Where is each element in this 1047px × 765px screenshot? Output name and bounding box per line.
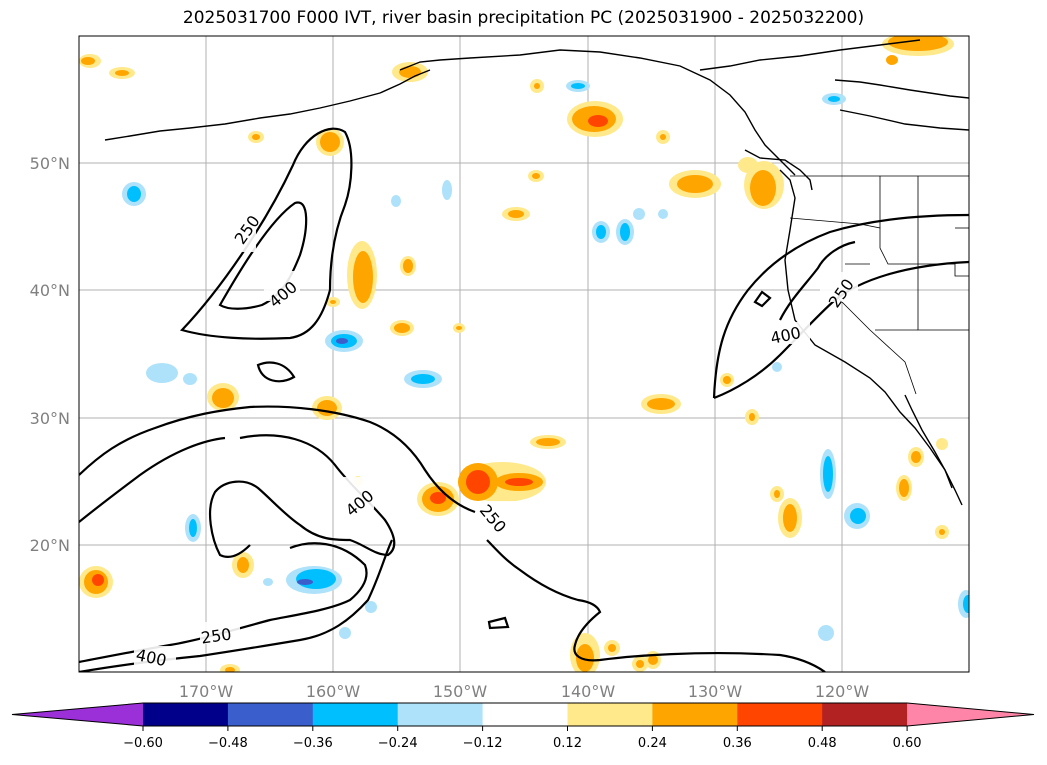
colorbar: −0.60 −0.48 −0.36 −0.24 −0.12 0.12 0.24 0.36 0.4…	[11, 702, 1035, 751]
colorbar-tick-label: 0.48	[808, 736, 837, 751]
lat-label: 50°N	[30, 154, 70, 173]
colorbar-tick-label: −0.12	[463, 736, 503, 751]
plot-area	[79, 36, 969, 672]
lon-label: 170°W	[179, 682, 234, 701]
contour-label: 250	[200, 624, 233, 647]
colorbar-extend-low	[12, 703, 143, 726]
colorbar-segment	[567, 703, 653, 726]
contour-label-backgrounds	[134, 222, 858, 668]
colorbar-tick-label: 0.60	[893, 736, 922, 751]
precip-anomaly-positive	[79, 36, 954, 672]
colorbar-extend-high	[907, 703, 1034, 726]
lon-label: 140°W	[561, 682, 616, 701]
lon-label: 160°W	[306, 682, 361, 701]
plot-frame	[78, 35, 970, 673]
ivt-contours	[79, 127, 969, 672]
map-title: 2025031700 F000 IVT, river basin precipi…	[182, 8, 865, 28]
colorbar-tick-label: −0.36	[293, 736, 333, 751]
colorbar-segment	[227, 703, 314, 726]
colorbar-tick-label: 0.36	[723, 736, 752, 751]
lat-label: 40°N	[30, 281, 70, 300]
lon-label: 150°W	[433, 682, 488, 701]
gridlines	[79, 36, 969, 672]
lon-tick-labels: 170°W 160°W 150°W 140°W 130°W 120°W	[179, 682, 870, 701]
lon-label: 120°W	[815, 682, 870, 701]
colorbar-tick-label: −0.48	[208, 736, 248, 751]
colorbar-tick-label: 0.12	[553, 736, 582, 751]
lon-label: 130°W	[688, 682, 743, 701]
colorbar-segment	[143, 703, 229, 726]
colorbar-segment	[652, 703, 738, 726]
colorbar-segment	[482, 703, 568, 726]
precip-anomaly-negative	[122, 80, 969, 641]
colorbar-tick-label: −0.60	[123, 736, 163, 751]
colorbar-segment	[397, 703, 484, 726]
lat-label: 30°N	[30, 409, 70, 428]
colorbar-segment	[312, 703, 399, 726]
colorbar-segment	[737, 703, 823, 726]
colorbar-tick-label: −0.24	[378, 736, 418, 751]
lat-tick-labels: 50°N 40°N 30°N 20°N	[30, 154, 70, 555]
lat-label: 20°N	[30, 536, 70, 555]
colorbar-tick-label: 0.24	[638, 736, 667, 751]
coastlines	[104, 39, 969, 506]
colorbar-segment	[822, 703, 908, 726]
